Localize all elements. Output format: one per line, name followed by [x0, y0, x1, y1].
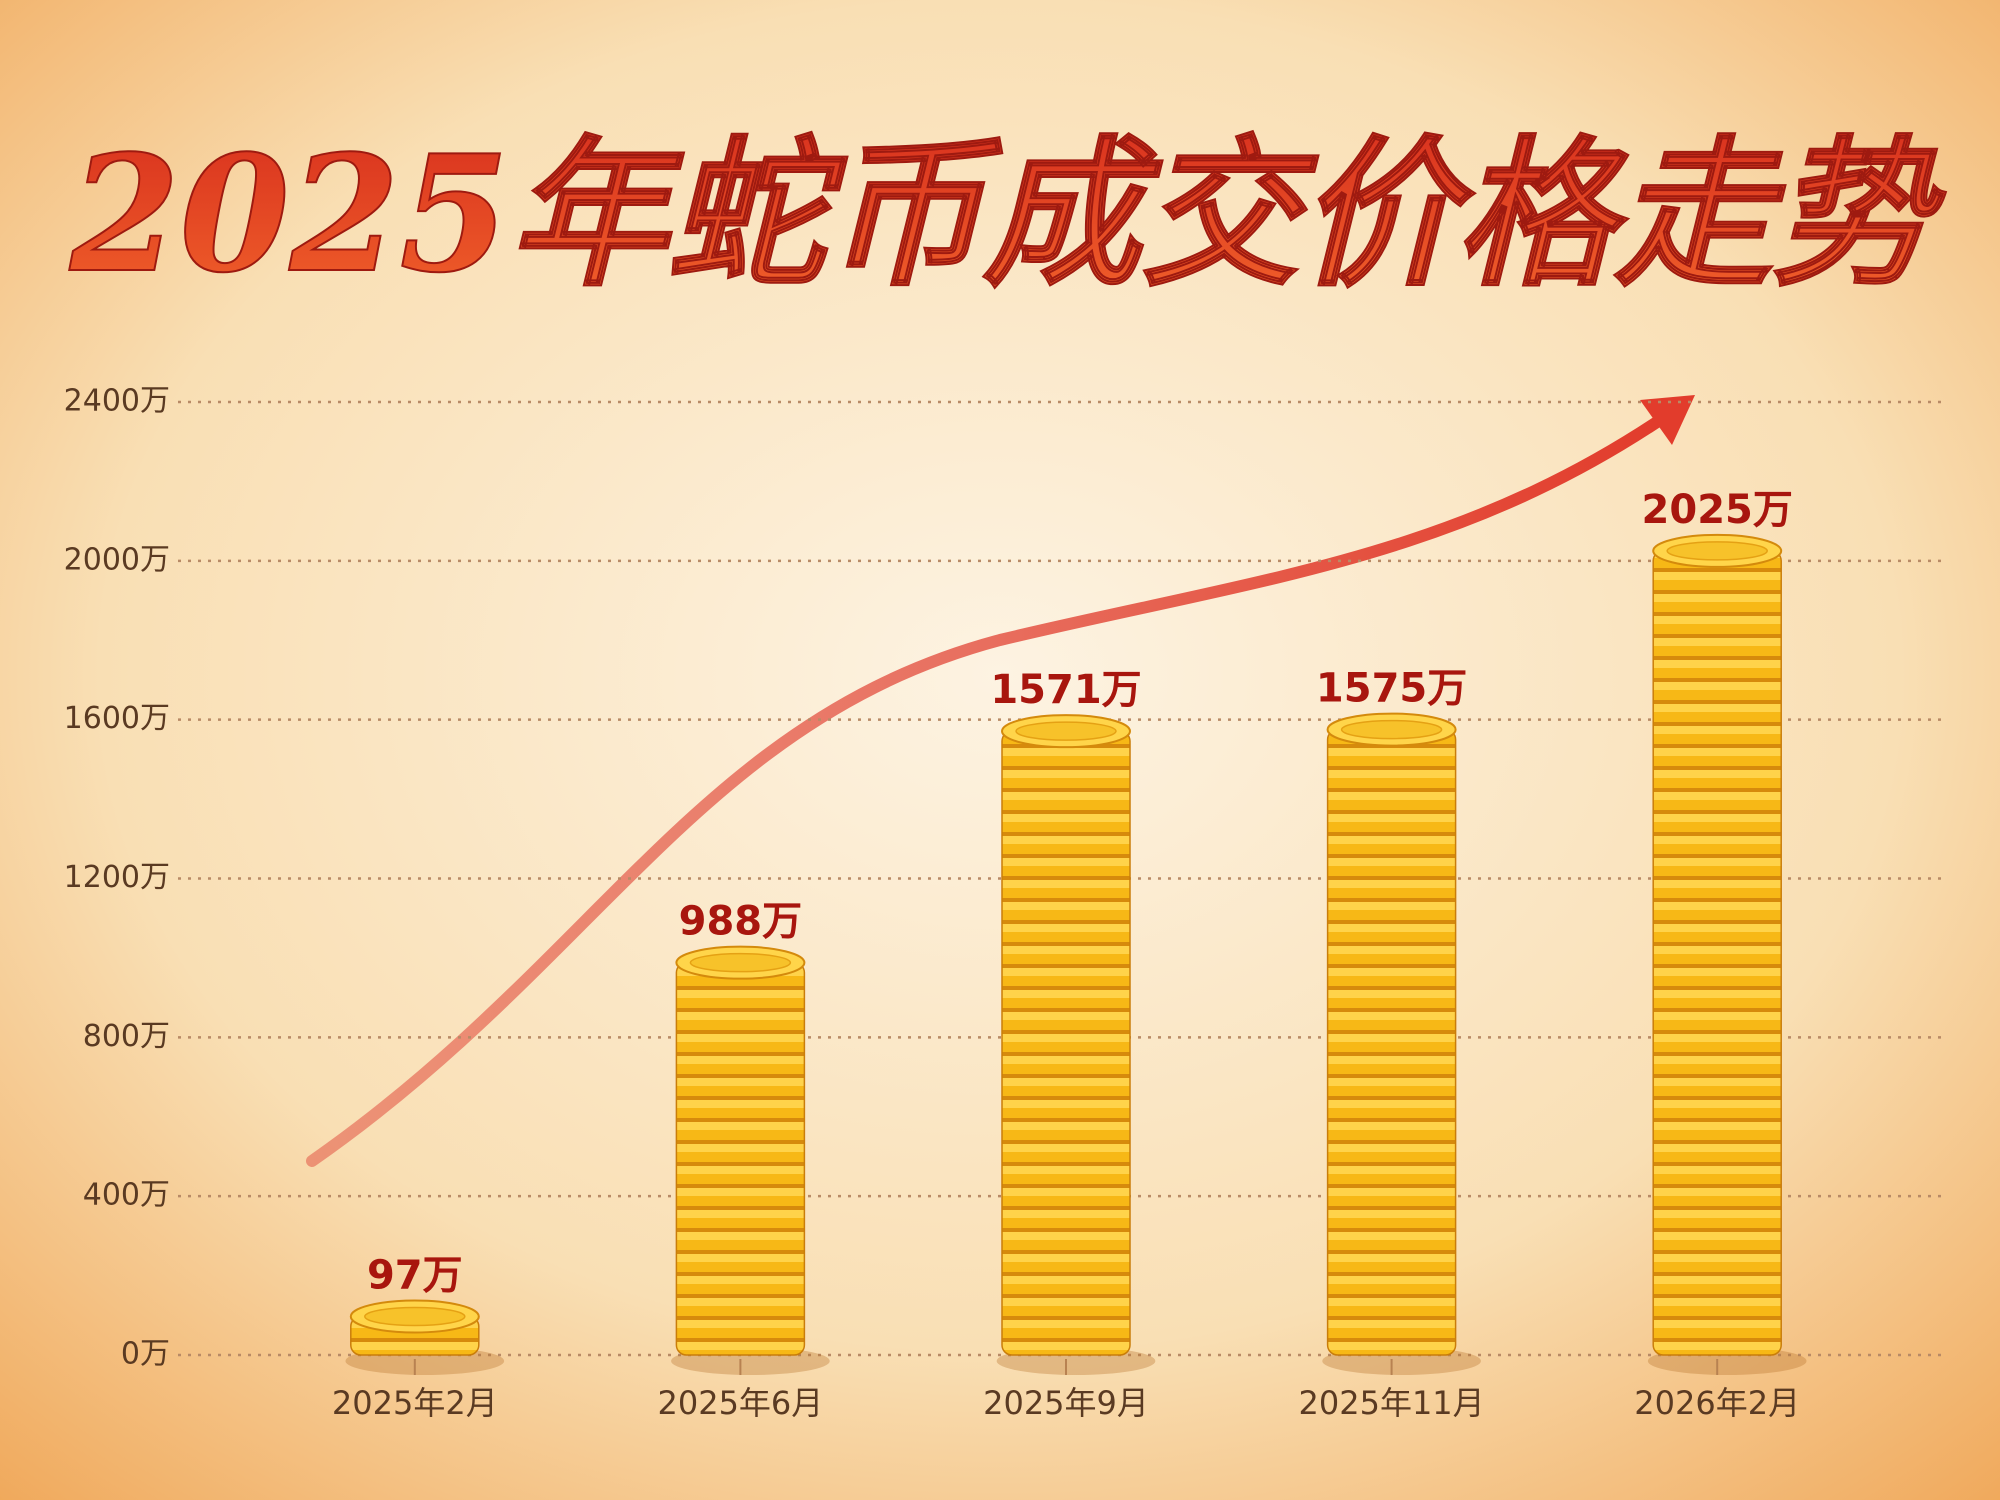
value-label: 988万 — [679, 899, 803, 945]
x-tick-label: 2025年11月 — [1299, 1384, 1485, 1422]
bar — [1001, 730, 1131, 1356]
x-tick-label: 2025年2月 — [332, 1384, 498, 1422]
value-label: 97万 — [367, 1252, 463, 1298]
coin-top-inner — [364, 1306, 466, 1327]
coin-top-inner — [689, 952, 792, 973]
y-tick-label: 2000万 — [64, 542, 170, 577]
bar — [1326, 728, 1457, 1356]
bar — [1652, 550, 1782, 1356]
value-label: 1575万 — [1316, 666, 1467, 712]
plot: 0万 400万 800万 1200万 1600万 2000万 2400万 2025年2月 97万… — [64, 384, 1945, 1422]
chart-title: 2025年蛇币成交价格走势 — [69, 120, 1947, 308]
trend-arrow — [306, 414, 1666, 1167]
value-label: 2025万 — [1642, 487, 1793, 533]
coin-top-inner — [1340, 719, 1443, 740]
bar — [675, 961, 806, 1356]
coin-top-inner — [1015, 721, 1117, 741]
y-tick-label: 0万 — [121, 1337, 170, 1372]
y-tick-label: 400万 — [83, 1178, 170, 1213]
x-tick-label: 2026年2月 — [1634, 1384, 1800, 1422]
coin-top-inner — [1666, 541, 1768, 561]
arrow-head — [1640, 395, 1695, 445]
y-tick-label: 1200万 — [64, 860, 170, 895]
y-tick-label: 800万 — [83, 1019, 170, 1054]
y-tick-label: 2400万 — [64, 384, 170, 419]
y-tick-label: 1600万 — [64, 701, 170, 736]
x-tick-label: 2025年6月 — [657, 1384, 823, 1422]
x-tick-label: 2025年9月 — [983, 1384, 1149, 1422]
value-label: 1571万 — [990, 667, 1141, 713]
